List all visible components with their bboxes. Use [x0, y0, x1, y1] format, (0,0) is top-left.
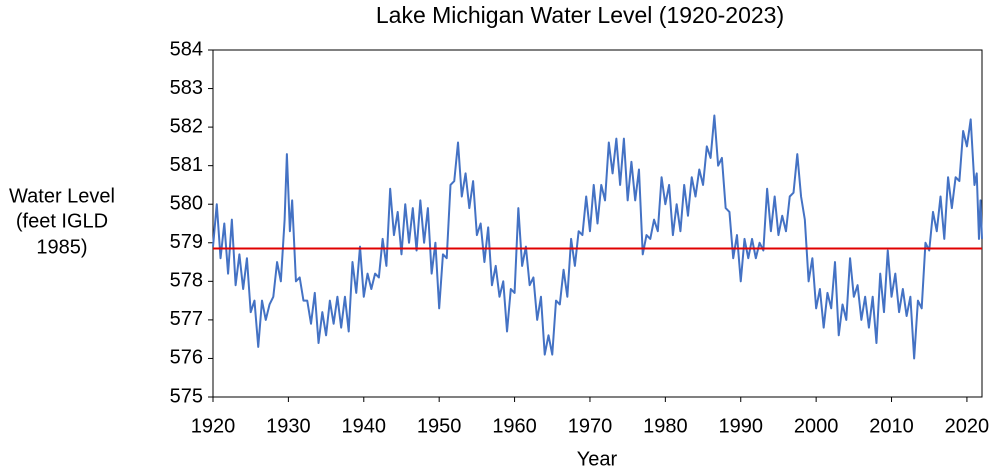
x-tick-label: 1970	[568, 415, 613, 437]
x-tick-label: 2020	[945, 415, 990, 437]
x-tick-label: 1930	[266, 415, 311, 437]
y-tick-label: 582	[170, 115, 203, 137]
y-tick-label: 576	[170, 347, 203, 369]
x-tick-label: 1980	[643, 415, 688, 437]
y-tick-label: 584	[170, 38, 203, 60]
y-axis-label: (feet IGLD	[16, 210, 108, 232]
x-axis-label: Year	[577, 448, 618, 470]
y-tick-label: 580	[170, 193, 203, 215]
x-tick-label: 2010	[869, 415, 914, 437]
chart-title: Lake Michigan Water Level (1920-2023)	[376, 2, 784, 28]
y-tick-label: 581	[170, 154, 203, 176]
y-tick-label: 575	[170, 385, 203, 407]
x-tick-label: 1990	[718, 415, 763, 437]
y-tick-label: 579	[170, 231, 203, 253]
y-tick-label: 577	[170, 308, 203, 330]
x-tick-label: 1960	[492, 415, 537, 437]
x-tick-label: 1920	[191, 415, 236, 437]
y-axis-label: 1985)	[36, 236, 87, 258]
data-line	[212, 114, 983, 360]
x-tick-label: 1950	[417, 415, 462, 437]
y-axis-label: Water Level	[9, 185, 115, 207]
x-tick-label: 2000	[794, 415, 839, 437]
y-tick-label: 578	[170, 270, 203, 292]
y-tick-label: 583	[170, 77, 203, 99]
x-tick-label: 1940	[342, 415, 387, 437]
